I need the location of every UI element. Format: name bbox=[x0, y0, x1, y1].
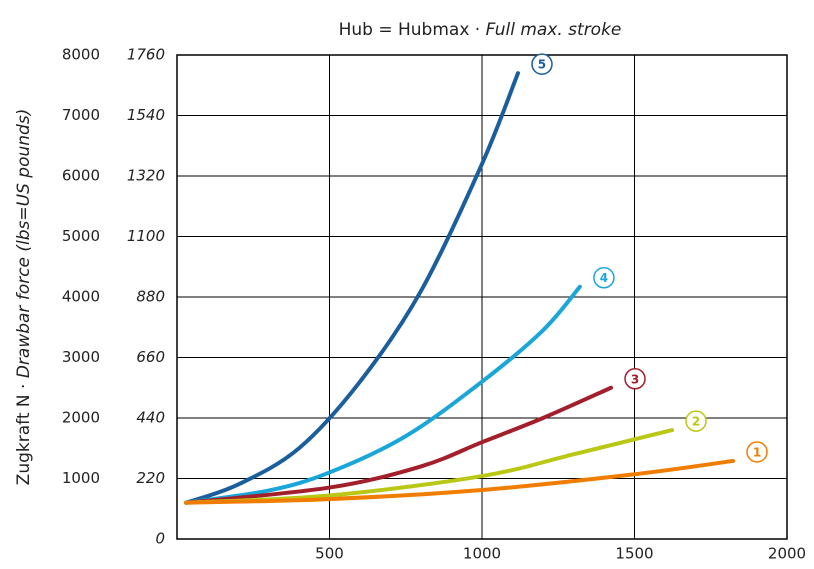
y-tick-label: 6000 bbox=[62, 167, 100, 185]
x-tick-label: 1000 bbox=[463, 545, 501, 563]
y2-tick-label: 1320 bbox=[127, 167, 165, 185]
x-tick-label: 1500 bbox=[615, 545, 653, 563]
legend-label: 3 bbox=[631, 372, 639, 386]
y-axis-label: Zugkraft N · Drawbar force (lbs=US pound… bbox=[14, 109, 34, 486]
y-tick-label: 1000 bbox=[62, 469, 100, 487]
y2-tick-label: 1760 bbox=[127, 46, 165, 64]
chart-title: Hub = Hubmax · Full max. stroke bbox=[339, 20, 622, 40]
y2-tick-label: 220 bbox=[136, 469, 165, 487]
legend-label: 4 bbox=[600, 271, 608, 285]
series-line bbox=[184, 71, 520, 505]
y2-tick-label: 1540 bbox=[127, 106, 165, 124]
y2-tick-label: 440 bbox=[136, 409, 165, 427]
legend-badge bbox=[624, 368, 646, 390]
series-line bbox=[184, 385, 614, 505]
legend-label: 5 bbox=[538, 58, 546, 72]
y-tick-label: 2000 bbox=[62, 409, 100, 427]
y2-tick-label: 1100 bbox=[127, 227, 165, 245]
series-line bbox=[184, 458, 736, 505]
y-tick-label: 4000 bbox=[62, 288, 100, 306]
plot-frame bbox=[176, 54, 788, 540]
y-tick-label: 5000 bbox=[62, 227, 100, 245]
y-tick-label: 8000 bbox=[62, 46, 100, 64]
y2-tick-label: 660 bbox=[136, 348, 165, 366]
y2-tick-label: 0 bbox=[155, 530, 165, 548]
legend-badge bbox=[746, 441, 768, 463]
legend-badge bbox=[593, 266, 615, 289]
y-tick-label: 3000 bbox=[62, 348, 100, 366]
series-line bbox=[184, 284, 582, 505]
legend-badge bbox=[531, 53, 553, 75]
legend-badge bbox=[685, 410, 707, 432]
y-tick-label: 7000 bbox=[62, 106, 100, 124]
legend-label: 1 bbox=[753, 445, 761, 459]
y2-tick-label: 880 bbox=[136, 288, 165, 306]
x-tick-label: 500 bbox=[315, 545, 344, 563]
legend-label: 2 bbox=[692, 415, 700, 429]
x-tick-label: 2000 bbox=[768, 545, 806, 563]
